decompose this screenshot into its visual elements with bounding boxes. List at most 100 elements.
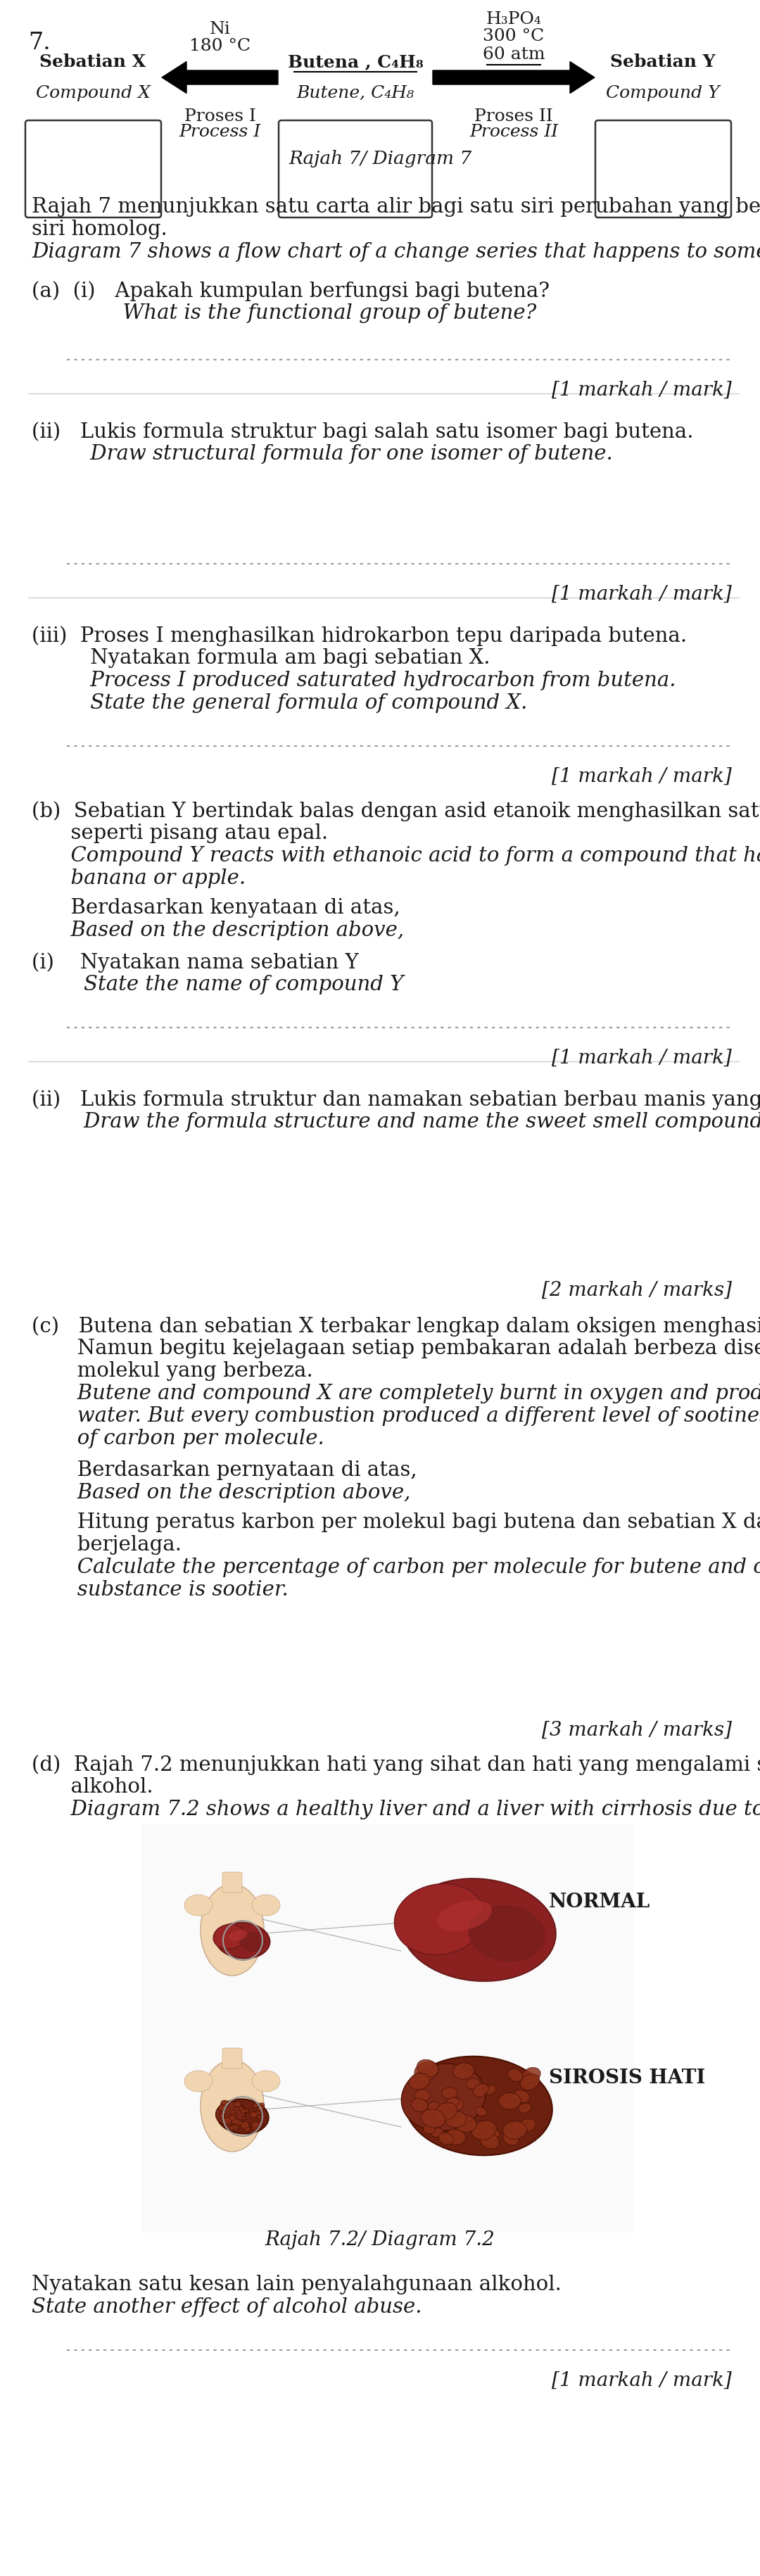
Ellipse shape xyxy=(220,2110,226,2115)
Text: Compound X: Compound X xyxy=(36,85,150,100)
Text: Sebatian X: Sebatian X xyxy=(40,54,146,70)
Text: Proses II: Proses II xyxy=(474,108,553,124)
Text: molekul yang berbeza.: molekul yang berbeza. xyxy=(32,1360,313,1381)
Ellipse shape xyxy=(252,1896,280,1917)
Text: [1 markah / mark]: [1 markah / mark] xyxy=(552,768,732,786)
Ellipse shape xyxy=(423,2125,435,2133)
Text: Ni: Ni xyxy=(210,21,230,39)
Text: Butene, C₄H₈: Butene, C₄H₈ xyxy=(296,85,414,100)
Ellipse shape xyxy=(409,2074,430,2089)
Ellipse shape xyxy=(245,2110,249,2112)
Ellipse shape xyxy=(231,2112,236,2117)
Ellipse shape xyxy=(453,2063,474,2079)
Text: Diagram 7 shows a flow chart of a change series that happens to some homologous : Diagram 7 shows a flow chart of a change… xyxy=(32,242,760,263)
Ellipse shape xyxy=(230,2110,236,2115)
Text: State the name of compound Y: State the name of compound Y xyxy=(32,974,404,994)
Text: Butena , C₄H₈: Butena , C₄H₈ xyxy=(287,54,423,70)
Text: [2 markah / marks]: [2 markah / marks] xyxy=(542,1280,732,1301)
Text: Sebatian Y: Sebatian Y xyxy=(610,54,715,70)
Text: Proses I: Proses I xyxy=(184,108,256,124)
FancyBboxPatch shape xyxy=(279,121,432,216)
Text: Diagram 7.2 shows a healthy liver and a liver with cirrhosis due to the alcohol : Diagram 7.2 shows a healthy liver and a … xyxy=(32,1801,760,1819)
Ellipse shape xyxy=(234,2120,242,2125)
Text: Nyatakan satu kesan lain penyalahgunaan alkohol.: Nyatakan satu kesan lain penyalahgunaan … xyxy=(32,2275,562,2295)
Ellipse shape xyxy=(258,2105,264,2110)
Text: [1 markah / mark]: [1 markah / mark] xyxy=(552,1048,732,1066)
Ellipse shape xyxy=(445,2130,466,2146)
Text: Draw structural formula for one isomer of butene.: Draw structural formula for one isomer o… xyxy=(32,443,613,464)
Text: (ii)   Lukis formula struktur bagi salah satu isomer bagi butena.: (ii) Lukis formula struktur bagi salah s… xyxy=(32,422,694,443)
Ellipse shape xyxy=(225,2115,229,2117)
Ellipse shape xyxy=(232,2112,238,2117)
Ellipse shape xyxy=(466,2079,480,2089)
Ellipse shape xyxy=(405,2056,553,2156)
Ellipse shape xyxy=(245,2125,250,2128)
Ellipse shape xyxy=(519,2117,536,2133)
Ellipse shape xyxy=(257,2115,261,2120)
Text: Berdasarkan pernyataan di atas,: Berdasarkan pernyataan di atas, xyxy=(32,1461,417,1481)
Text: Based on the description above,: Based on the description above, xyxy=(32,920,404,940)
Text: Nyatakan formula am bagi sebatian X.: Nyatakan formula am bagi sebatian X. xyxy=(32,649,490,667)
Ellipse shape xyxy=(437,1901,492,1932)
Ellipse shape xyxy=(239,2107,243,2110)
Text: What is the functional group of butene?: What is the functional group of butene? xyxy=(32,304,537,322)
Ellipse shape xyxy=(485,2084,496,2094)
Ellipse shape xyxy=(442,2087,458,2099)
Ellipse shape xyxy=(255,2110,261,2115)
Text: (iii)  Proses I menghasilkan hidrokarbon tepu daripada butena.: (iii) Proses I menghasilkan hidrokarbon … xyxy=(32,626,687,647)
Text: 180 °C: 180 °C xyxy=(189,39,251,54)
FancyArrow shape xyxy=(432,62,594,93)
Ellipse shape xyxy=(416,2061,439,2076)
Ellipse shape xyxy=(242,2117,245,2120)
Text: water. But every combustion produced a different level of sootiness due to the d: water. But every combustion produced a d… xyxy=(32,1406,760,1427)
Text: Berdasarkan kenyataan di atas,: Berdasarkan kenyataan di atas, xyxy=(32,899,401,917)
Ellipse shape xyxy=(446,2097,459,2107)
Text: Rajah 7 menunjukkan satu carta alir bagi satu siri perubahan yang berlaku ke ata: Rajah 7 menunjukkan satu carta alir bagi… xyxy=(32,198,760,216)
Ellipse shape xyxy=(234,2102,241,2107)
Ellipse shape xyxy=(252,2071,280,2092)
Ellipse shape xyxy=(468,1906,545,1963)
Ellipse shape xyxy=(476,2107,487,2115)
Ellipse shape xyxy=(257,2120,263,2125)
Ellipse shape xyxy=(484,2128,499,2141)
FancyBboxPatch shape xyxy=(595,121,731,216)
Ellipse shape xyxy=(432,2128,443,2138)
Ellipse shape xyxy=(228,1929,248,1940)
Ellipse shape xyxy=(435,2102,457,2120)
Ellipse shape xyxy=(480,2133,499,2148)
Text: [3 markah / marks]: [3 markah / marks] xyxy=(542,1721,732,1739)
Ellipse shape xyxy=(520,2074,540,2089)
Text: Namun begitu kejelagaan setiap pembakaran adalah berbeza disebabkan oleh peratus: Namun begitu kejelagaan setiap pembakara… xyxy=(32,1340,760,1358)
Text: SIROSIS HATI: SIROSIS HATI xyxy=(549,2069,705,2087)
Ellipse shape xyxy=(447,2097,464,2110)
Text: substance is sootier.: substance is sootier. xyxy=(32,1579,288,1600)
Ellipse shape xyxy=(503,2133,519,2146)
Ellipse shape xyxy=(253,2105,258,2107)
Text: State another effect of alcohol abuse.: State another effect of alcohol abuse. xyxy=(32,2298,422,2316)
Text: 300 °C: 300 °C xyxy=(483,28,544,44)
Ellipse shape xyxy=(221,2099,229,2107)
Text: Rajah 7/ Diagram 7: Rajah 7/ Diagram 7 xyxy=(289,149,471,167)
Text: siri homolog.: siri homolog. xyxy=(32,219,167,240)
Text: 7.: 7. xyxy=(28,31,50,54)
FancyArrow shape xyxy=(162,62,278,93)
Ellipse shape xyxy=(252,2125,257,2130)
Ellipse shape xyxy=(252,2123,260,2128)
Text: Calculate the percentage of carbon per molecule for butene and compound X and st: Calculate the percentage of carbon per m… xyxy=(32,1558,760,1577)
Ellipse shape xyxy=(499,2092,521,2110)
Ellipse shape xyxy=(217,2099,268,2133)
Text: seperti pisang atau epal.: seperti pisang atau epal. xyxy=(32,824,328,842)
Ellipse shape xyxy=(218,2105,226,2110)
Ellipse shape xyxy=(521,2069,540,2084)
Ellipse shape xyxy=(243,2125,250,2130)
Ellipse shape xyxy=(226,2125,230,2128)
Ellipse shape xyxy=(503,2120,527,2138)
Ellipse shape xyxy=(511,2123,525,2133)
Ellipse shape xyxy=(421,2110,445,2128)
FancyBboxPatch shape xyxy=(223,2048,242,2069)
Ellipse shape xyxy=(414,2061,439,2081)
Ellipse shape xyxy=(411,2099,428,2112)
Text: Draw the formula structure and name the sweet smell compound formed.: Draw the formula structure and name the … xyxy=(32,1113,760,1131)
Text: (i)    Nyatakan nama sebatian Y: (i) Nyatakan nama sebatian Y xyxy=(32,953,359,974)
Ellipse shape xyxy=(445,2112,467,2128)
